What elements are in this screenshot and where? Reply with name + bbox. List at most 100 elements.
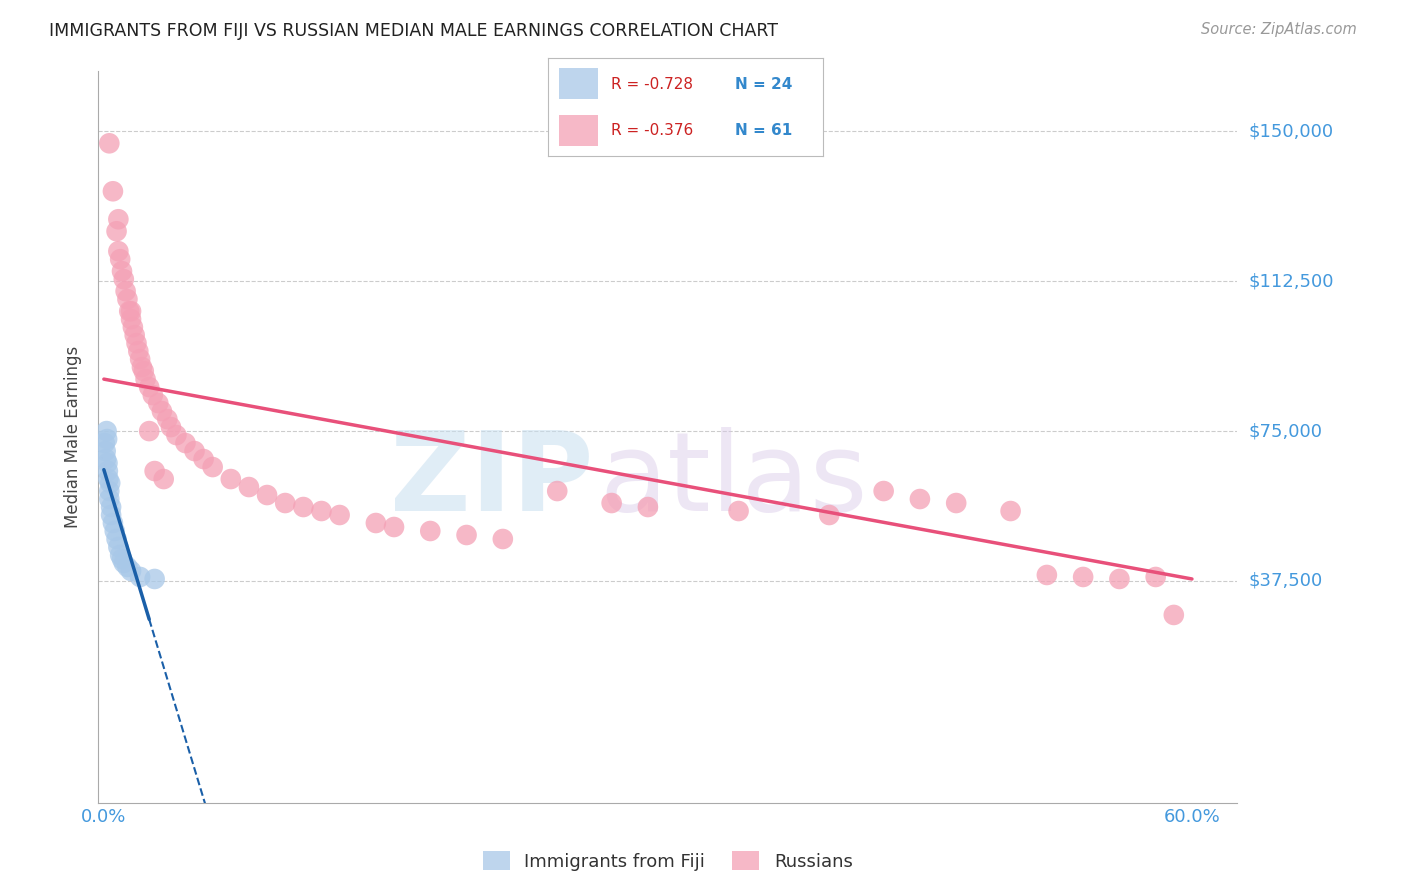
Point bbox=[97, 464, 120, 478]
Point bbox=[129, 352, 152, 367]
Point bbox=[96, 456, 118, 470]
Point bbox=[143, 464, 166, 478]
Point bbox=[150, 404, 173, 418]
Point bbox=[127, 344, 149, 359]
Text: $112,500: $112,500 bbox=[1249, 272, 1334, 290]
Point bbox=[329, 508, 352, 522]
Point bbox=[96, 424, 118, 438]
Point bbox=[419, 524, 441, 538]
FancyBboxPatch shape bbox=[560, 68, 598, 99]
Legend: Immigrants from Fiji, Russians: Immigrants from Fiji, Russians bbox=[475, 844, 860, 878]
Point bbox=[117, 292, 139, 306]
Point bbox=[94, 444, 117, 458]
Point bbox=[132, 364, 155, 378]
Point bbox=[818, 508, 841, 522]
Point bbox=[138, 424, 160, 438]
Point bbox=[98, 491, 121, 506]
Point bbox=[872, 483, 894, 498]
Point bbox=[238, 480, 260, 494]
Point bbox=[124, 328, 146, 343]
Point bbox=[156, 412, 179, 426]
Point bbox=[256, 488, 278, 502]
Point bbox=[364, 516, 387, 530]
Point bbox=[382, 520, 405, 534]
Text: R = -0.376: R = -0.376 bbox=[612, 123, 693, 138]
Point bbox=[546, 483, 568, 498]
Text: R = -0.728: R = -0.728 bbox=[612, 77, 693, 92]
Point bbox=[94, 436, 117, 450]
Point bbox=[101, 184, 124, 198]
Point bbox=[1036, 568, 1059, 582]
Point bbox=[98, 476, 121, 491]
Point bbox=[152, 472, 174, 486]
Point bbox=[118, 304, 141, 318]
Point bbox=[142, 388, 165, 402]
Point bbox=[148, 396, 170, 410]
Point bbox=[727, 504, 749, 518]
Text: Source: ZipAtlas.com: Source: ZipAtlas.com bbox=[1201, 22, 1357, 37]
Text: $150,000: $150,000 bbox=[1249, 122, 1333, 140]
Point bbox=[165, 428, 187, 442]
Point bbox=[120, 304, 142, 318]
Point bbox=[456, 528, 478, 542]
Point bbox=[129, 570, 152, 584]
Point bbox=[292, 500, 315, 514]
Point bbox=[101, 516, 124, 530]
Point bbox=[143, 572, 166, 586]
Point bbox=[98, 483, 121, 498]
Point bbox=[112, 272, 135, 286]
Point bbox=[122, 320, 145, 334]
Text: atlas: atlas bbox=[599, 427, 868, 534]
FancyBboxPatch shape bbox=[560, 115, 598, 146]
Point bbox=[104, 524, 127, 538]
Point bbox=[112, 556, 135, 570]
Point bbox=[183, 444, 205, 458]
Point bbox=[219, 472, 242, 486]
Text: IMMIGRANTS FROM FIJI VS RUSSIAN MEDIAN MALE EARNINGS CORRELATION CHART: IMMIGRANTS FROM FIJI VS RUSSIAN MEDIAN M… bbox=[49, 22, 778, 40]
Point bbox=[120, 312, 142, 326]
Point bbox=[274, 496, 297, 510]
Text: N = 61: N = 61 bbox=[735, 123, 792, 138]
Point bbox=[600, 496, 623, 510]
Point bbox=[311, 504, 333, 518]
Point bbox=[131, 360, 153, 375]
Point bbox=[108, 548, 131, 562]
Point bbox=[908, 491, 931, 506]
Point bbox=[107, 212, 129, 227]
Point bbox=[105, 224, 128, 238]
Text: ZIP: ZIP bbox=[391, 427, 593, 534]
Point bbox=[120, 564, 142, 578]
Point bbox=[114, 284, 136, 298]
Point bbox=[1108, 572, 1130, 586]
Point bbox=[98, 136, 121, 151]
Point bbox=[100, 500, 122, 514]
Point bbox=[160, 420, 183, 434]
Point bbox=[1144, 570, 1167, 584]
Point bbox=[637, 500, 659, 514]
Point bbox=[1163, 607, 1185, 622]
Point bbox=[135, 372, 157, 386]
Point bbox=[1000, 504, 1022, 518]
Text: $75,000: $75,000 bbox=[1249, 422, 1323, 440]
Point bbox=[117, 560, 139, 574]
Point bbox=[97, 472, 120, 486]
Text: $37,500: $37,500 bbox=[1249, 572, 1323, 590]
Point bbox=[945, 496, 967, 510]
Point bbox=[193, 452, 215, 467]
Point bbox=[201, 460, 224, 475]
Point bbox=[107, 540, 129, 554]
Point bbox=[492, 532, 515, 546]
Point bbox=[111, 264, 134, 278]
Point bbox=[100, 508, 122, 522]
Point bbox=[108, 252, 131, 267]
Point bbox=[138, 380, 160, 394]
Y-axis label: Median Male Earnings: Median Male Earnings bbox=[65, 346, 83, 528]
Point bbox=[111, 552, 134, 566]
Point bbox=[105, 532, 128, 546]
Point bbox=[96, 432, 118, 446]
Point bbox=[1071, 570, 1094, 584]
Point bbox=[94, 452, 117, 467]
Point bbox=[107, 244, 129, 259]
Point bbox=[125, 336, 148, 351]
Point bbox=[174, 436, 197, 450]
